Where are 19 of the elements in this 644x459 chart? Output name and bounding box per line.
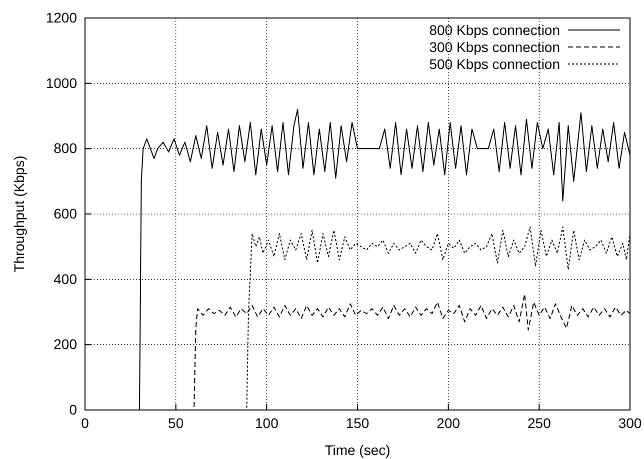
y-tick-label: 200 [54, 336, 78, 352]
x-tick-label: 100 [254, 414, 279, 431]
y-tick-label: 1200 [46, 9, 78, 26]
x-axis-title: Time (sec) [324, 442, 390, 458]
y-tick-label: 800 [54, 140, 78, 156]
legend-label: 300 Kbps connection [429, 39, 560, 55]
y-tick-label: 600 [54, 205, 78, 222]
x-tick-label: 50 [168, 414, 184, 431]
y-axis-title: Throughput (Kbps) [11, 156, 27, 272]
x-tick-label: 0 [81, 414, 90, 431]
y-tick-label: 400 [54, 270, 78, 287]
x-tick-label: 300 [618, 414, 642, 431]
y-tick-label: 1000 [46, 74, 78, 91]
x-tick-label: 250 [527, 414, 552, 431]
x-tick-label: 150 [346, 414, 370, 431]
legend-label: 800 Kbps connection [429, 22, 560, 38]
legend-label: 500 Kbps connection [429, 56, 560, 72]
y-tick-label: 0 [69, 401, 78, 418]
x-tick-label: 200 [436, 414, 460, 431]
